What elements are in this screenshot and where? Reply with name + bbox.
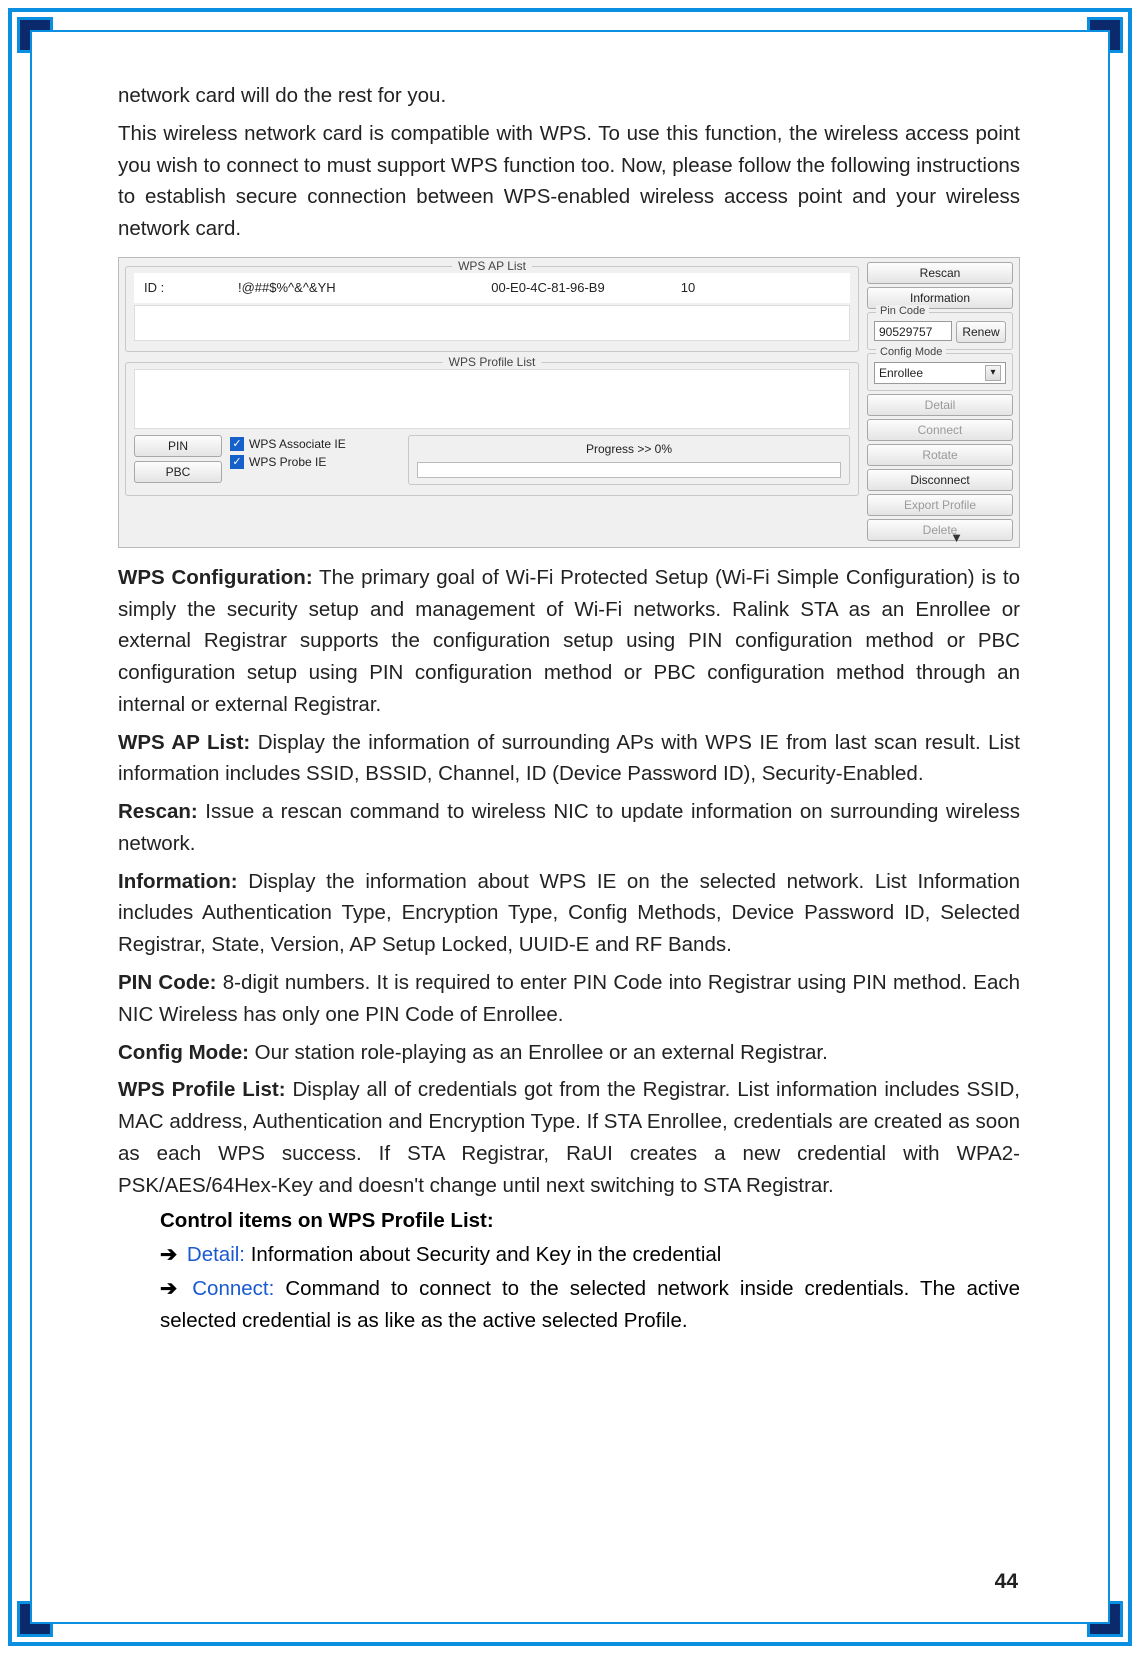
detail-button[interactable]: Detail xyxy=(867,394,1013,416)
pbc-button[interactable]: PBC xyxy=(134,461,222,483)
config-mode-legend: Config Mode xyxy=(876,346,946,358)
page-content: network card will do the rest for you. T… xyxy=(118,80,1020,1339)
progress-label: Progress >> 0% xyxy=(417,442,841,456)
def-label: Information: xyxy=(118,870,238,893)
wps-profile-list-fieldset: WPS Profile List PIN PBC ✓ WPS Associate… xyxy=(125,362,859,496)
def-config-mode: Config Mode: Our station role-playing as… xyxy=(118,1037,1020,1069)
def-wps-profile-list: WPS Profile List: Display all of credent… xyxy=(118,1074,1020,1201)
checkbox-label: WPS Associate IE xyxy=(249,437,346,451)
wps-ap-list-fieldset: WPS AP List ID : !@##$%^&^&YH 00-E0-4C-8… xyxy=(125,266,859,352)
wps-dialog-screenshot: WPS AP List ID : !@##$%^&^&YH 00-E0-4C-8… xyxy=(118,257,1020,548)
def-text: 8-digit numbers. It is required to enter… xyxy=(118,971,1020,1026)
def-label: WPS Profile List: xyxy=(118,1078,286,1101)
sublist-term: Connect: xyxy=(192,1277,274,1300)
def-text: Issue a rescan command to wireless NIC t… xyxy=(118,800,1020,855)
sublist-text: Command to connect to the selected netwo… xyxy=(160,1277,1020,1332)
renew-button[interactable]: Renew xyxy=(956,321,1006,343)
sublist-item-detail: ➔ Detail: Information about Security and… xyxy=(160,1239,1020,1271)
def-rescan: Rescan: Issue a rescan command to wirele… xyxy=(118,796,1020,860)
def-label: Rescan: xyxy=(118,800,198,823)
def-label: WPS AP List: xyxy=(118,731,250,754)
sublist-term: Detail: xyxy=(187,1243,245,1266)
def-text: Display the information of surrounding A… xyxy=(118,731,1020,786)
sublist-item-connect: ➔ Connect: Command to connect to the sel… xyxy=(160,1273,1020,1337)
profile-list-empty-area xyxy=(134,369,850,429)
config-mode-value: Enrollee xyxy=(879,366,923,380)
def-label: Config Mode: xyxy=(118,1041,249,1064)
checkbox-label: WPS Probe IE xyxy=(249,455,326,469)
wps-ap-list-legend: WPS AP List xyxy=(452,259,532,273)
ap-list-empty-area xyxy=(134,305,850,341)
ap-ssid: !@##$%^&^&YH xyxy=(238,280,448,295)
ap-channel: 10 xyxy=(648,280,728,295)
def-information: Information: Display the information abo… xyxy=(118,866,1020,961)
wps-associate-ie-checkbox[interactable]: ✓ WPS Associate IE xyxy=(230,437,400,451)
progress-bar xyxy=(417,462,841,478)
page-number: 44 xyxy=(995,1570,1018,1594)
pin-button[interactable]: PIN xyxy=(134,435,222,457)
checkbox-checked-icon: ✓ xyxy=(230,437,244,451)
delete-button[interactable]: Delete xyxy=(867,519,1013,541)
wps-profile-list-legend: WPS Profile List xyxy=(443,355,542,369)
ap-id-label: ID : xyxy=(138,280,238,295)
export-profile-button[interactable]: Export Profile xyxy=(867,494,1013,516)
intro-paragraph-2: This wireless network card is compatible… xyxy=(118,118,1020,245)
rescan-button[interactable]: Rescan xyxy=(867,262,1013,284)
rotate-button[interactable]: Rotate xyxy=(867,444,1013,466)
checkbox-checked-icon: ✓ xyxy=(230,455,244,469)
def-text: Our station role-playing as an Enrollee … xyxy=(249,1041,828,1064)
sublist-title: Control items on WPS Profile List: xyxy=(160,1209,1020,1233)
config-mode-fieldset: Config Mode Enrollee ▾ xyxy=(867,353,1013,391)
progress-panel: Progress >> 0% xyxy=(408,435,850,485)
scroll-caret-icon: ▼ xyxy=(950,530,963,545)
def-wps-configuration: WPS Configuration: The primary goal of W… xyxy=(118,562,1020,721)
ap-bssid: 00-E0-4C-81-96-B9 xyxy=(448,280,648,295)
arrow-right-icon: ➔ xyxy=(160,1277,177,1300)
sublist-text: Information about Security and Key in th… xyxy=(245,1243,721,1266)
def-label: PIN Code: xyxy=(118,971,217,994)
control-items-sublist: Control items on WPS Profile List: ➔ Det… xyxy=(160,1209,1020,1336)
arrow-right-icon: ➔ xyxy=(160,1243,177,1266)
def-pin-code: PIN Code: 8-digit numbers. It is require… xyxy=(118,967,1020,1031)
def-text: Display the information about WPS IE on … xyxy=(118,870,1020,957)
pin-code-fieldset: Pin Code 90529757 Renew xyxy=(867,312,1013,350)
pin-code-input[interactable]: 90529757 xyxy=(874,321,952,341)
dropdown-arrow-icon: ▾ xyxy=(985,365,1001,381)
def-label: WPS Configuration: xyxy=(118,566,313,589)
disconnect-button[interactable]: Disconnect xyxy=(867,469,1013,491)
def-wps-ap-list: WPS AP List: Display the information of … xyxy=(118,727,1020,791)
ap-list-row[interactable]: ID : !@##$%^&^&YH 00-E0-4C-81-96-B9 10 xyxy=(134,273,850,303)
config-mode-select[interactable]: Enrollee ▾ xyxy=(874,362,1006,384)
connect-button[interactable]: Connect xyxy=(867,419,1013,441)
wps-probe-ie-checkbox[interactable]: ✓ WPS Probe IE xyxy=(230,455,400,469)
pin-code-legend: Pin Code xyxy=(876,305,929,317)
intro-paragraph-1: network card will do the rest for you. xyxy=(118,80,1020,112)
